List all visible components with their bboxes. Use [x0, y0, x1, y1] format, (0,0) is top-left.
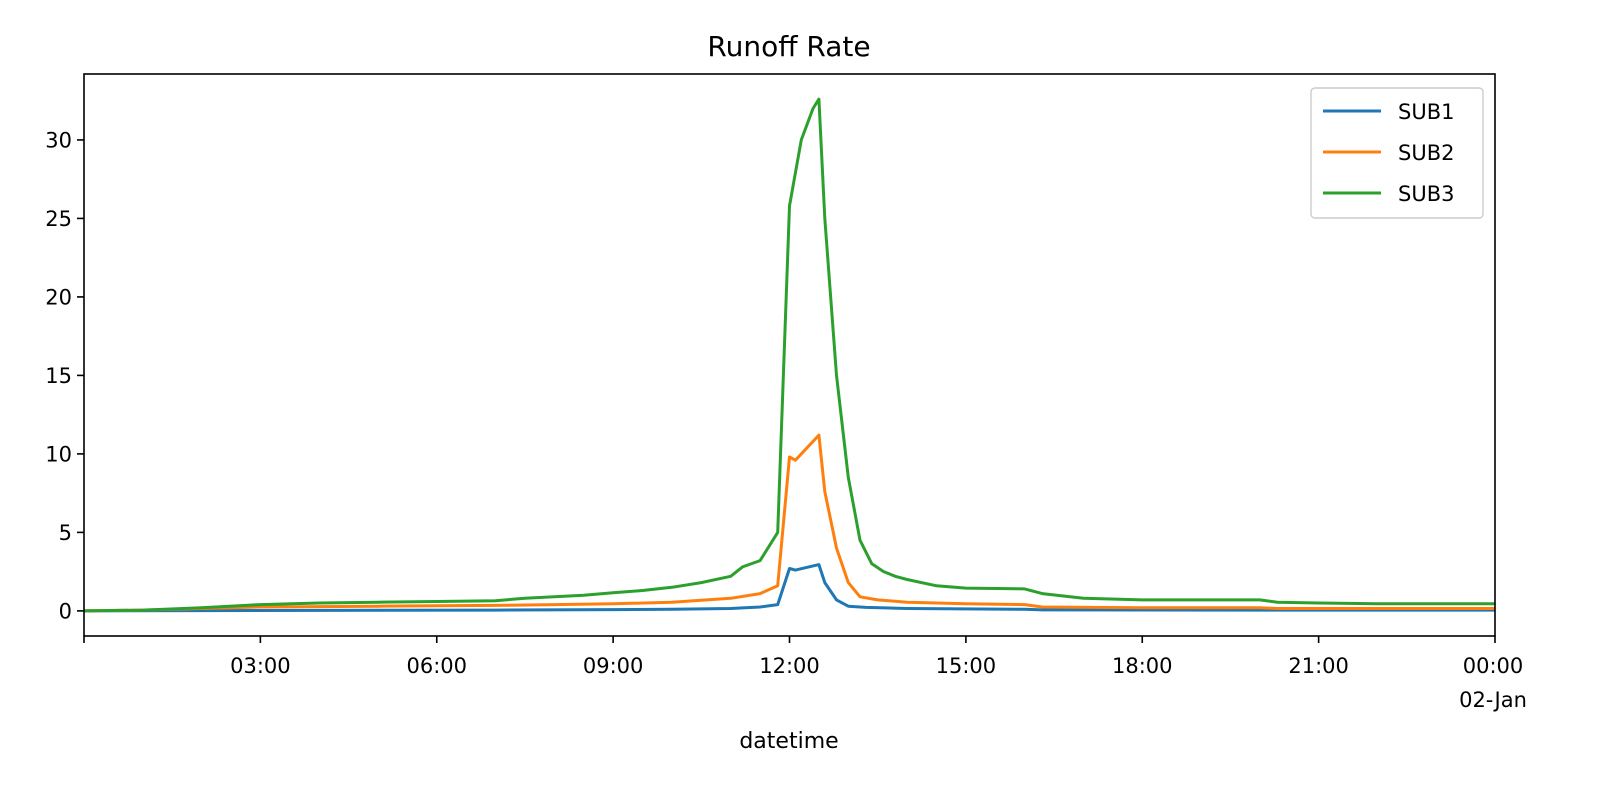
- x-tick-label: 09:00: [583, 654, 644, 678]
- x-tick-label: 06:00: [406, 654, 467, 678]
- plot-frame: [83, 73, 1496, 637]
- legend-box: [1310, 87, 1484, 219]
- series-line-sub2: [84, 433, 1495, 613]
- y-tick-label: 30: [45, 128, 72, 152]
- y-axis: 0 5 10 15 20 25 30: [45, 128, 84, 623]
- x-tick-label: 21:00: [1288, 654, 1349, 678]
- legend: SUB1 SUB2 SUB3: [1310, 87, 1484, 219]
- y-tick-label: 25: [45, 207, 72, 231]
- x-tick-label: 12:00: [759, 654, 820, 678]
- series-line-sub3: [84, 97, 1495, 613]
- y-tick-label: 10: [45, 442, 72, 466]
- x-tick-sublabel: 02-Jan: [1459, 688, 1527, 712]
- legend-label-sub1: SUB1: [1398, 100, 1454, 124]
- y-tick-label: 0: [59, 599, 72, 623]
- x-tick-label: 18:00: [1112, 654, 1173, 678]
- x-tick-label: 03:00: [230, 654, 291, 678]
- x-tick-label: 00:00: [1463, 654, 1524, 678]
- x-tick-label: 15:00: [936, 654, 997, 678]
- legend-label-sub2: SUB2: [1398, 141, 1454, 165]
- x-axis-label: datetime: [739, 729, 838, 754]
- y-tick-label: 15: [45, 364, 72, 388]
- x-axis: 03:00 06:00 09:00 12:00 15:00 18:00 21:00 00:00…: [83, 636, 1527, 712]
- series-line-sub1: [84, 563, 1495, 613]
- series-layer: [84, 97, 1495, 613]
- y-tick-label: 20: [45, 285, 72, 309]
- legend-label-sub3: SUB3: [1398, 182, 1454, 206]
- y-tick-label: 5: [59, 521, 72, 545]
- chart-title: Runoff Rate: [707, 30, 870, 63]
